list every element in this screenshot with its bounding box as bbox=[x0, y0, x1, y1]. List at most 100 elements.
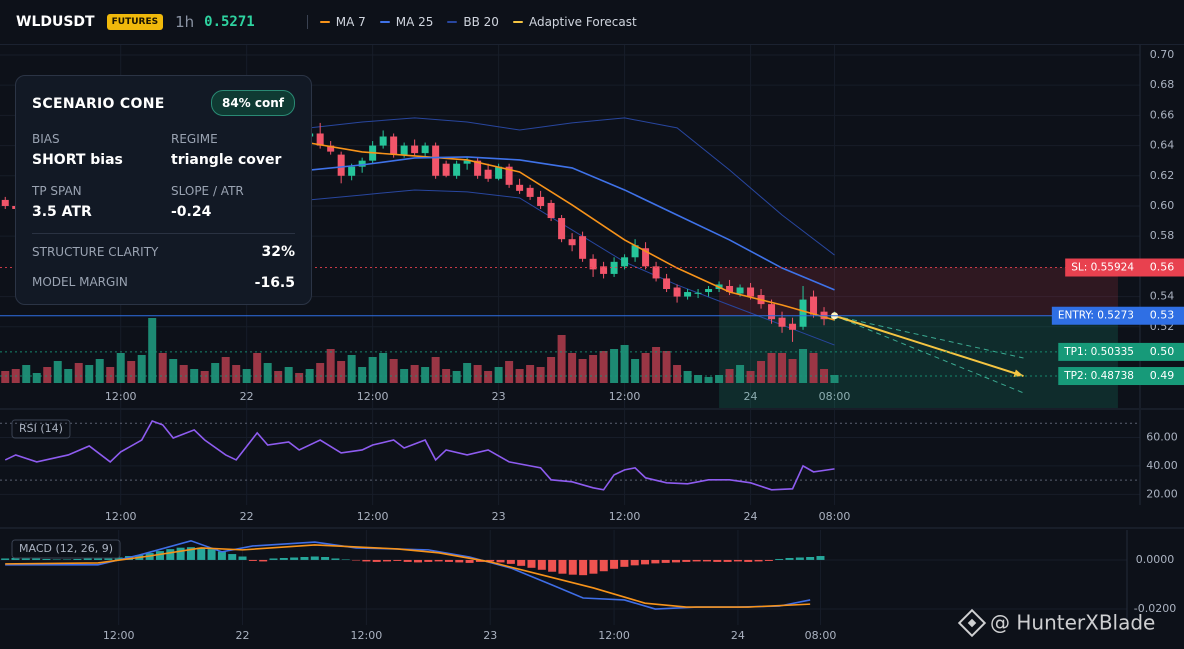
x-tick-label: 12:00 bbox=[609, 390, 641, 403]
volume-bar bbox=[683, 371, 692, 383]
volume-bar bbox=[820, 369, 829, 383]
volume-bar bbox=[715, 375, 724, 383]
histogram-bar bbox=[94, 558, 103, 560]
histogram-bar bbox=[548, 559, 557, 572]
candle-body bbox=[411, 145, 419, 154]
histogram-bar bbox=[63, 559, 72, 560]
histogram-bar bbox=[1, 558, 10, 560]
field-value: SHORT bias bbox=[32, 152, 123, 168]
volume-bar bbox=[1, 371, 10, 383]
legend-swatch bbox=[319, 21, 330, 23]
field-value: triangle cover bbox=[171, 152, 282, 168]
histogram-bar bbox=[692, 559, 701, 562]
volume-bar bbox=[620, 345, 629, 383]
histogram-bar bbox=[362, 559, 371, 562]
last-price: 0.5271 bbox=[204, 14, 255, 30]
histogram-bar bbox=[155, 551, 164, 560]
histogram-bar bbox=[104, 557, 113, 560]
legend-label: MA 25 bbox=[395, 15, 434, 29]
volume-bar bbox=[347, 355, 356, 383]
histogram-bar bbox=[238, 556, 247, 560]
histogram-bar bbox=[21, 557, 30, 560]
volume-bar bbox=[211, 363, 220, 383]
candle-body bbox=[789, 323, 797, 330]
volume-bar bbox=[599, 351, 608, 383]
candle-body bbox=[537, 196, 545, 206]
volume-bar bbox=[400, 369, 409, 383]
volume-bar bbox=[358, 367, 367, 383]
candle-body bbox=[400, 145, 408, 155]
legend-swatch bbox=[447, 21, 458, 23]
histogram-bar bbox=[413, 559, 422, 563]
y-tick-label: 60.00 bbox=[1146, 430, 1178, 443]
volume-bar bbox=[43, 367, 52, 383]
x-tick-label: 23 bbox=[492, 390, 506, 403]
volume-bar bbox=[169, 359, 178, 383]
candle-body bbox=[495, 166, 503, 179]
symbol[interactable]: WLDUSDT bbox=[16, 14, 95, 30]
histogram-bar bbox=[661, 559, 670, 563]
histogram-bar bbox=[32, 558, 41, 560]
histogram-bar bbox=[207, 549, 216, 560]
x-tick-label: 12:00 bbox=[105, 390, 137, 403]
volume-bar bbox=[673, 365, 682, 383]
scenario-panel: SCENARIO CONE 84% conf BIAS SHORT bias R… bbox=[15, 75, 312, 305]
y-tick-label: 0.0000 bbox=[1136, 553, 1175, 566]
x-tick-label: 24 bbox=[744, 390, 758, 403]
legend-item[interactable]: Adaptive Forecast bbox=[512, 15, 637, 29]
volume-bar bbox=[778, 353, 787, 383]
histogram-bar bbox=[589, 559, 598, 574]
volume-bar bbox=[484, 371, 493, 383]
x-tick-label: 12:00 bbox=[609, 510, 641, 523]
interval[interactable]: 1h bbox=[175, 13, 195, 31]
candle-body bbox=[442, 163, 450, 176]
volume-bar bbox=[74, 363, 83, 383]
histogram-bar bbox=[723, 559, 732, 562]
metric-value: 32% bbox=[261, 244, 295, 260]
legend-item[interactable]: BB 20 bbox=[447, 15, 499, 29]
y-tick-label: 0.60 bbox=[1150, 199, 1175, 212]
histogram-bar bbox=[682, 559, 691, 562]
histogram-bar bbox=[228, 554, 237, 560]
volume-bar bbox=[568, 353, 577, 383]
x-tick-label: 12:00 bbox=[598, 629, 630, 642]
histogram-bar bbox=[403, 559, 412, 562]
x-tick-label: 24 bbox=[744, 510, 758, 523]
histogram-bar bbox=[455, 559, 464, 563]
volume-bar bbox=[452, 371, 461, 383]
histogram-bar bbox=[496, 559, 505, 563]
histogram-bar bbox=[465, 559, 474, 563]
legend-item[interactable]: MA 7 bbox=[319, 15, 366, 29]
candle-body bbox=[516, 184, 524, 191]
candle-body bbox=[358, 160, 366, 167]
legend-label: MA 7 bbox=[335, 15, 366, 29]
volume-bar bbox=[284, 367, 293, 383]
candle-body bbox=[558, 218, 566, 240]
histogram-bar bbox=[651, 559, 660, 564]
volume-bar bbox=[526, 365, 535, 383]
volume-bar bbox=[494, 367, 503, 383]
confidence-pill: 84% conf bbox=[210, 90, 295, 116]
field-label: TP SPAN bbox=[32, 184, 82, 198]
header: WLDUSDT FUTURES 1h 0.5271 MA 7 MA 25 BB 20… bbox=[0, 0, 1184, 45]
ma-line bbox=[309, 156, 835, 291]
histogram-bar bbox=[537, 559, 546, 570]
volume-bar bbox=[148, 318, 157, 383]
volume-bar bbox=[379, 353, 388, 383]
volume-bar bbox=[106, 367, 115, 383]
candle-body bbox=[684, 292, 692, 297]
volume-bar bbox=[53, 361, 62, 383]
y-tick-label: 0.62 bbox=[1150, 169, 1175, 182]
pane-title-box bbox=[11, 539, 121, 559]
candle-body bbox=[327, 145, 335, 152]
histogram-bar bbox=[806, 557, 815, 560]
volume-bar bbox=[274, 371, 283, 383]
volume-bar bbox=[116, 353, 125, 383]
histogram-bar bbox=[310, 556, 319, 560]
histogram-bar bbox=[579, 559, 588, 576]
forecast-arrowhead bbox=[1013, 369, 1024, 377]
x-tick-label: 12:00 bbox=[357, 510, 389, 523]
legend-item[interactable]: MA 25 bbox=[379, 15, 434, 29]
volume-bar bbox=[652, 347, 661, 383]
